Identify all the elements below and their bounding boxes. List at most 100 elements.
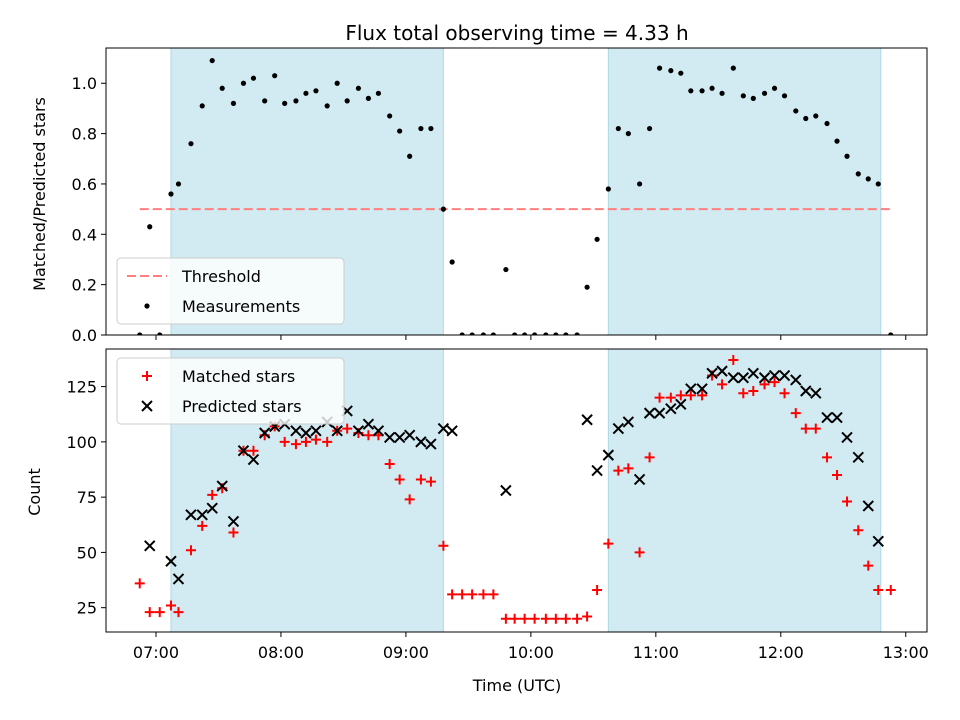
matched-stars-marker bbox=[603, 538, 614, 549]
measurements-marker bbox=[522, 332, 528, 335]
axes-frame bbox=[105, 348, 928, 633]
matched-stars-marker bbox=[394, 474, 405, 485]
plot-area bbox=[137, 57, 894, 335]
measurements-marker bbox=[219, 85, 225, 91]
x-tick-label: 10:00 bbox=[508, 643, 554, 662]
plot-area bbox=[134, 355, 896, 624]
measurements-marker bbox=[855, 171, 861, 177]
y-tick-label: 0.2 bbox=[72, 276, 97, 295]
matched-stars-marker bbox=[665, 392, 676, 403]
measurements-marker bbox=[678, 70, 684, 76]
predicted-stars-marker bbox=[831, 411, 843, 424]
measurements-marker bbox=[334, 80, 340, 86]
measurements-marker bbox=[397, 128, 403, 134]
predicted-stars-marker bbox=[425, 438, 437, 450]
matched-stars-marker bbox=[685, 390, 696, 401]
predicted-stars-marker bbox=[706, 367, 718, 380]
measurements-marker bbox=[761, 90, 768, 96]
matched-stars-marker bbox=[540, 613, 551, 624]
measurements-marker bbox=[512, 332, 518, 335]
y-tick-label: 125 bbox=[66, 378, 97, 397]
measurements-marker bbox=[584, 284, 590, 290]
measurements-marker bbox=[543, 332, 549, 335]
predicted-stars-marker bbox=[653, 407, 666, 419]
measurements-marker bbox=[375, 90, 382, 96]
matched-stars-marker bbox=[810, 423, 821, 434]
predicted-stars-marker bbox=[852, 451, 864, 464]
matched-stars-marker bbox=[644, 452, 655, 463]
predicted-stars-marker bbox=[581, 414, 593, 426]
matched-stars-marker bbox=[488, 589, 499, 600]
measurements-marker bbox=[344, 98, 350, 104]
y-tick-label: 0.4 bbox=[72, 225, 97, 244]
measurements-marker bbox=[428, 125, 434, 132]
y-tick-label: 1.0 bbox=[72, 74, 97, 93]
legend-measurements-handle bbox=[144, 303, 150, 309]
predicted-stars-marker bbox=[872, 535, 884, 548]
predicted-stars-marker bbox=[290, 425, 302, 437]
measurements-marker bbox=[168, 191, 174, 197]
measurements-marker bbox=[699, 88, 705, 94]
matched-stars-marker bbox=[550, 613, 561, 624]
measurements-marker bbox=[771, 85, 778, 91]
axes-frame bbox=[105, 47, 928, 336]
matched-stars-marker bbox=[467, 589, 478, 600]
predicted-stars-marker bbox=[144, 540, 156, 552]
matched-stars-marker bbox=[728, 355, 739, 366]
matched-stars-marker bbox=[384, 458, 395, 469]
measurements-marker bbox=[440, 206, 446, 212]
measurements-marker bbox=[157, 332, 163, 335]
measurements-marker bbox=[365, 95, 372, 101]
legend-label: Predicted stars bbox=[182, 397, 302, 416]
measurements-marker bbox=[793, 108, 799, 114]
matched-stars-marker bbox=[842, 496, 853, 507]
matched-stars-marker bbox=[560, 613, 571, 624]
predicted-stars-marker bbox=[696, 383, 708, 395]
x-tick-label: 09:00 bbox=[383, 643, 429, 662]
legend-box bbox=[116, 257, 345, 325]
matched-stars-marker bbox=[478, 589, 489, 600]
measurements-marker bbox=[865, 176, 871, 182]
matched-stars-marker bbox=[717, 379, 728, 390]
predicted-stars-marker bbox=[675, 398, 687, 410]
matched-stars-marker bbox=[500, 613, 511, 624]
matched-stars-marker bbox=[290, 439, 301, 450]
matched-stars-marker bbox=[438, 540, 449, 551]
measurements-marker bbox=[418, 125, 424, 132]
matched-stars-marker bbox=[885, 584, 896, 595]
measurements-marker bbox=[532, 332, 538, 335]
predicted-stars-marker bbox=[393, 431, 406, 444]
matched-stars-marker bbox=[759, 379, 770, 390]
measurements-marker bbox=[293, 98, 299, 104]
predicted-stars-marker bbox=[415, 436, 427, 448]
measurements-marker bbox=[615, 125, 621, 132]
matched-stars-marker bbox=[310, 434, 321, 445]
observing-window-shade bbox=[607, 348, 882, 633]
matched-stars-marker bbox=[404, 494, 415, 505]
predicted-stars-marker bbox=[383, 431, 396, 444]
measurements-marker bbox=[646, 125, 653, 132]
measurements-marker bbox=[407, 153, 413, 159]
measurements-marker bbox=[459, 332, 465, 335]
x-tick-label: 12:00 bbox=[758, 643, 804, 662]
measurements-marker bbox=[719, 90, 725, 96]
measurements-marker bbox=[480, 332, 486, 335]
matched-stars-marker bbox=[457, 589, 468, 600]
matched-stars-marker bbox=[748, 386, 759, 397]
matched-stars-marker bbox=[144, 607, 155, 618]
predicted-stars-marker bbox=[216, 480, 228, 492]
predicted-stars-marker bbox=[622, 416, 635, 428]
matched-stars-marker bbox=[248, 445, 259, 456]
measurements-marker bbox=[262, 98, 268, 104]
predicted-stars-marker bbox=[165, 555, 177, 567]
matched-stars-marker bbox=[228, 527, 239, 538]
measurements-marker bbox=[740, 93, 746, 99]
legend-matched-stars-handle bbox=[142, 371, 152, 381]
matched-stars-marker bbox=[738, 388, 749, 399]
matched-stars-marker bbox=[173, 607, 184, 618]
measurements-marker bbox=[449, 259, 455, 265]
predicted-stars-marker bbox=[737, 372, 750, 384]
matched-stars-marker bbox=[342, 423, 353, 434]
measurements-marker bbox=[563, 332, 569, 335]
